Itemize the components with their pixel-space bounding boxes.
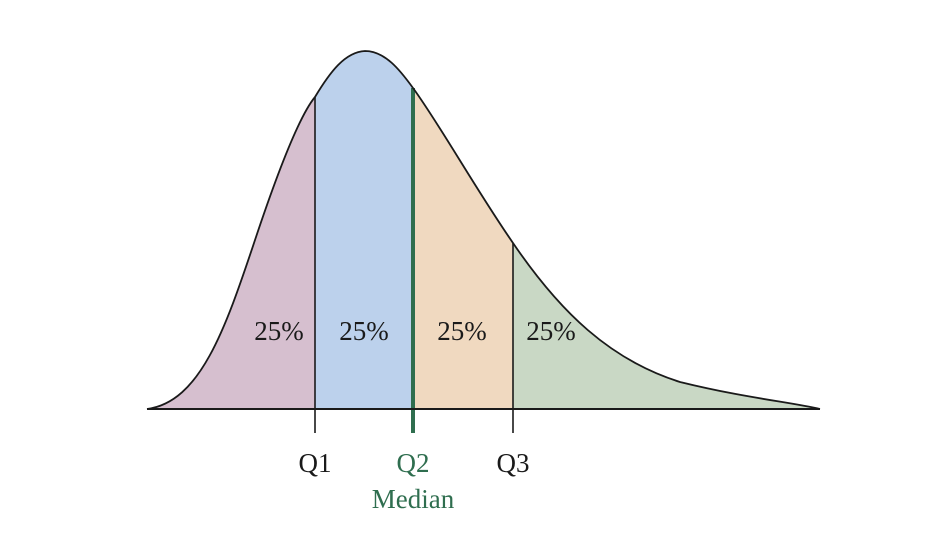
region-q0-q1 — [147, 51, 315, 409]
density-curve — [146, 50, 821, 410]
q1-label: Q1 — [299, 448, 332, 478]
q3-label: Q3 — [497, 448, 530, 478]
region-3-percent-label: 25% — [437, 316, 487, 346]
region-q3-q4 — [513, 51, 820, 409]
quartile-regions — [147, 51, 820, 409]
region-q1-q2 — [315, 51, 414, 409]
q2-label: Q2 — [397, 448, 430, 478]
median-label: Median — [372, 484, 455, 514]
region-1-percent-label: 25% — [254, 316, 304, 346]
region-2-percent-label: 25% — [339, 316, 389, 346]
region-4-percent-label: 25% — [526, 316, 576, 346]
